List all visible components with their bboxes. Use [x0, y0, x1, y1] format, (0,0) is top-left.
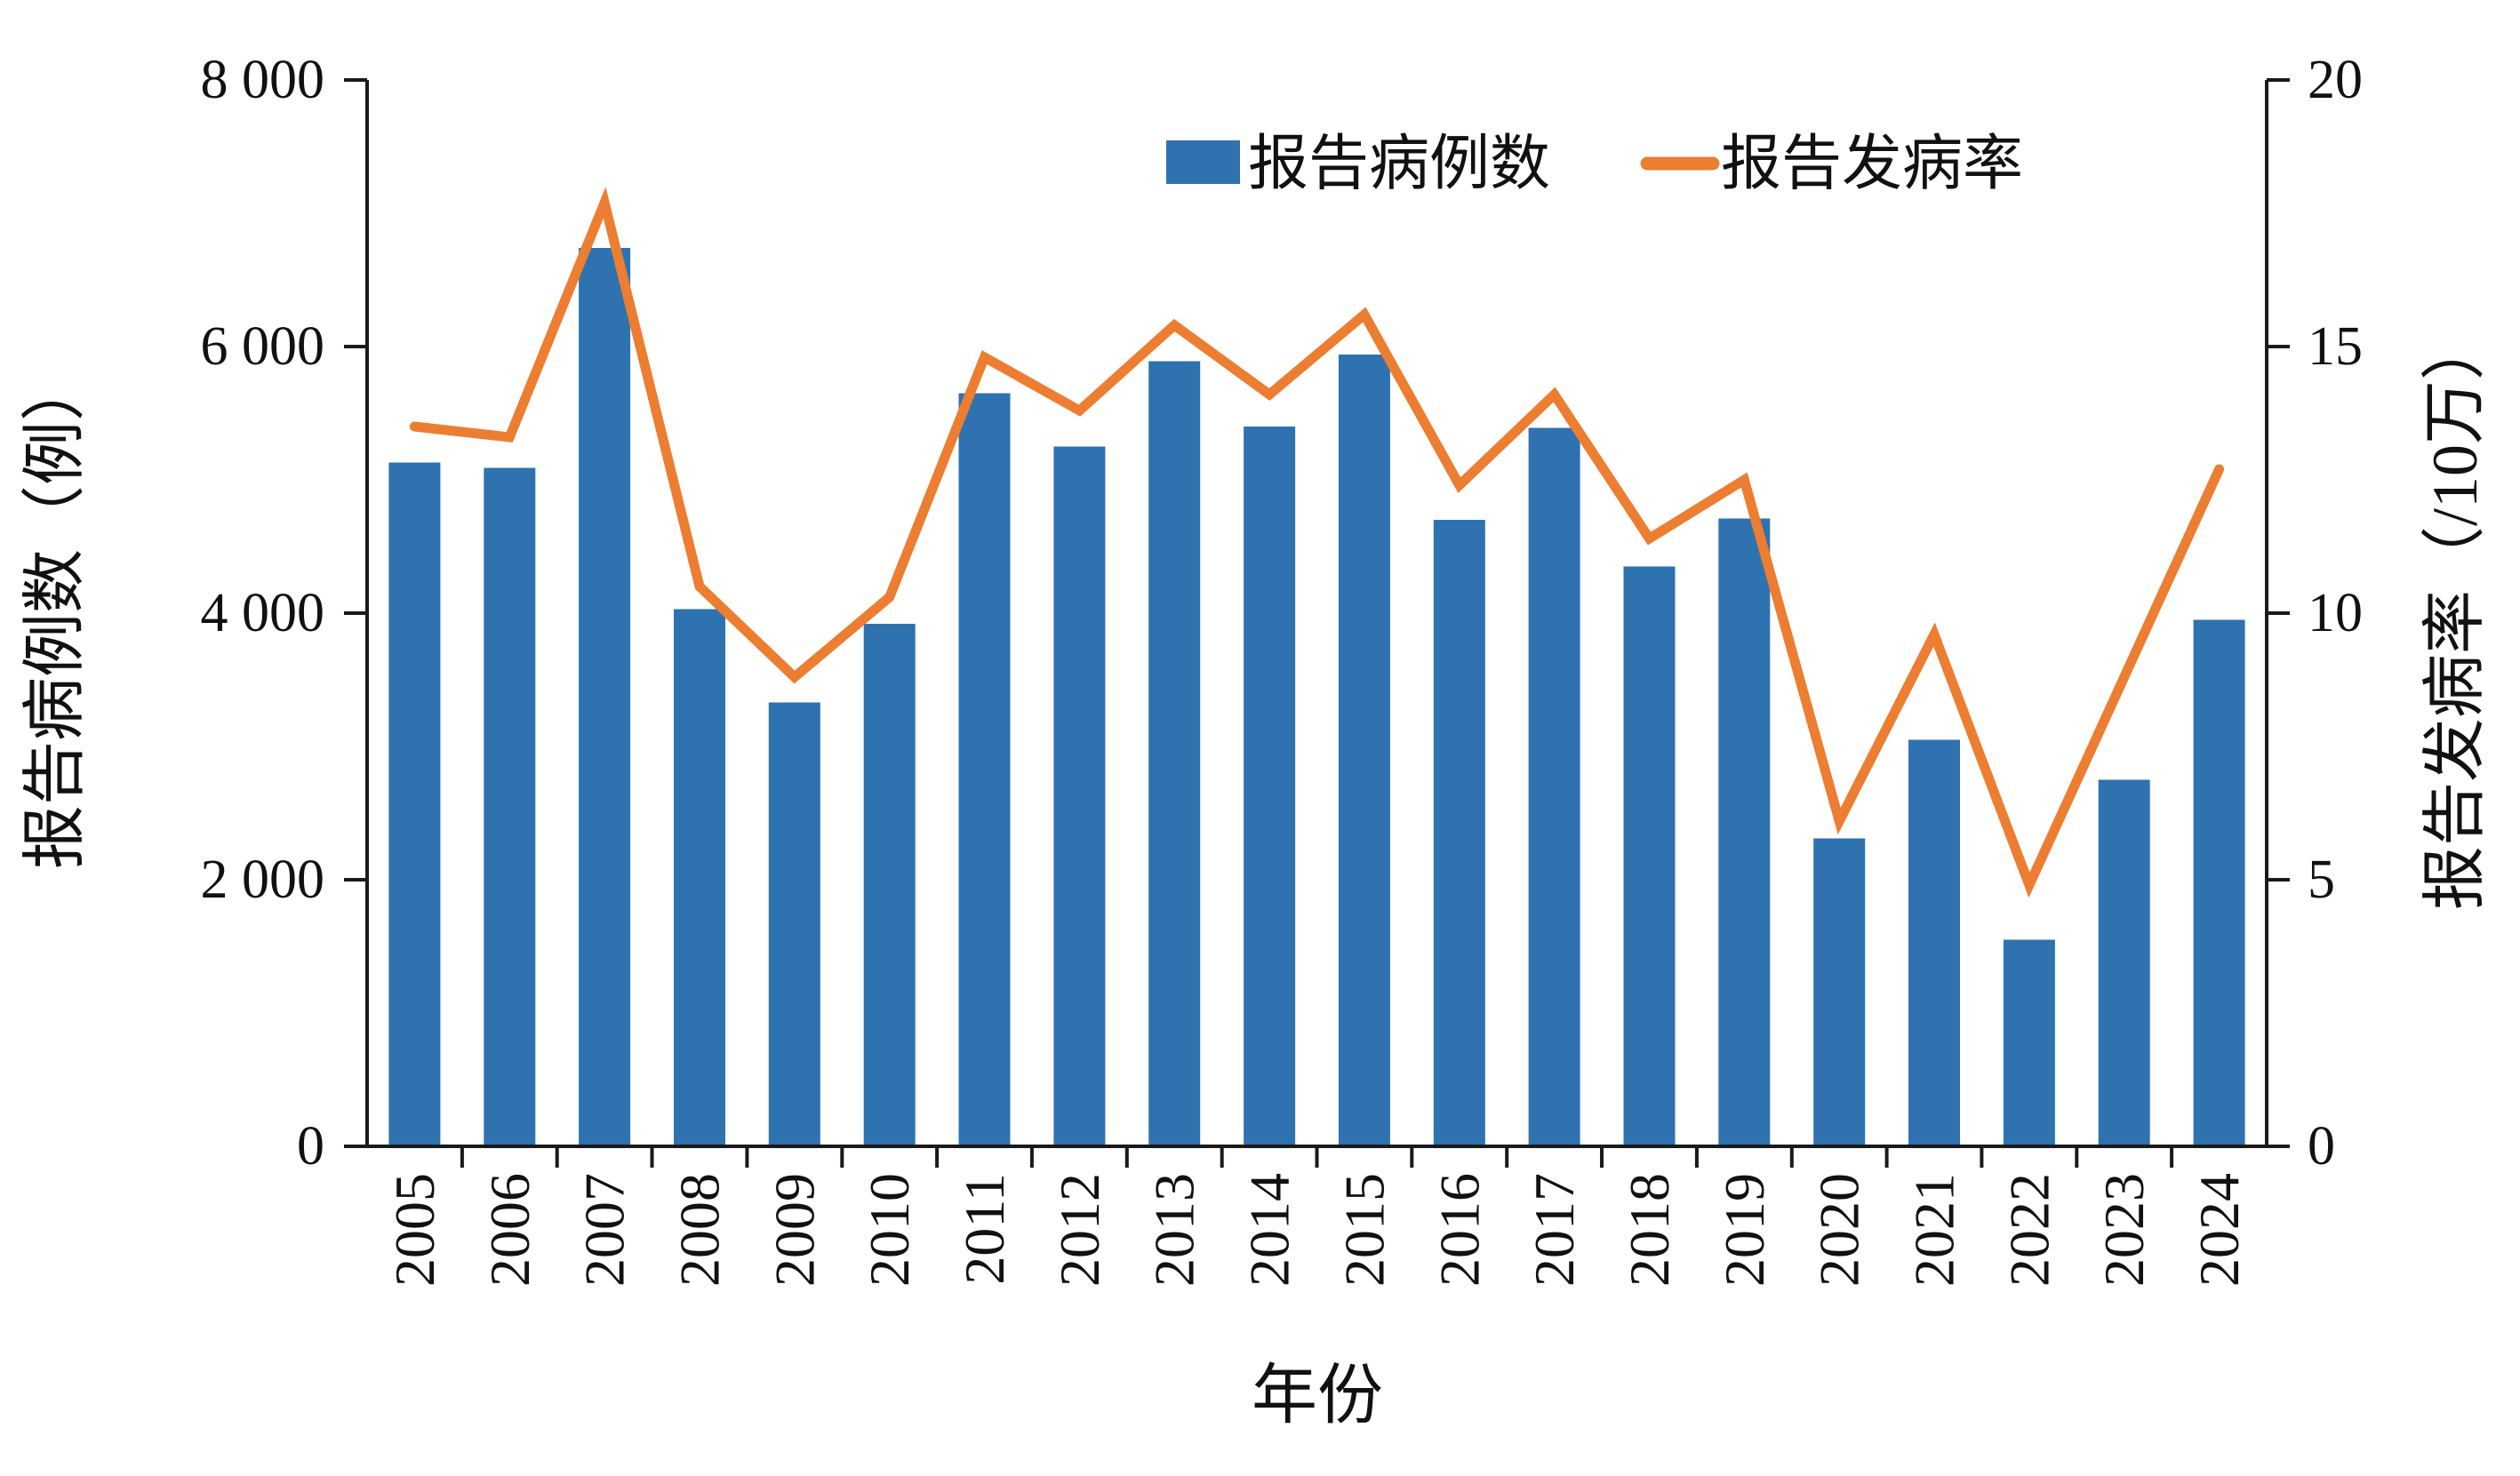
x-tick-label-2017: 2017: [1523, 1173, 1586, 1287]
bar-2005: [388, 462, 441, 1146]
x-tick-label-2021: 2021: [1903, 1173, 1966, 1287]
bar-2021: [1908, 739, 1960, 1146]
legend-label-rate: 报告发病率: [1721, 130, 2023, 197]
bar-2018: [1623, 566, 1676, 1146]
left-tick-label: 4 000: [201, 583, 325, 643]
x-tick-label-2013: 2013: [1143, 1173, 1206, 1287]
x-tick-label-2007: 2007: [573, 1173, 636, 1287]
bar-2022: [2003, 939, 2055, 1146]
legend-label-cases: 报告病例数: [1248, 130, 1550, 197]
right-tick-label: 15: [2308, 316, 2363, 377]
x-axis-title: 年份: [1252, 1360, 1383, 1432]
x-tick-label-2015: 2015: [1332, 1173, 1396, 1287]
x-tick-label-2018: 2018: [1618, 1173, 1681, 1287]
bar-2011: [958, 393, 1011, 1146]
bar-2016: [1433, 520, 1485, 1146]
left-tick-label: 6 000: [201, 316, 325, 377]
bar-2010: [863, 624, 916, 1146]
bar-2007: [579, 248, 631, 1146]
axes-frame: [365, 80, 2268, 1148]
right-tick-label: 10: [2308, 583, 2363, 643]
incidence-line: [409, 187, 2225, 898]
bar-2014: [1244, 427, 1296, 1146]
x-tick-label-2024: 2024: [2188, 1173, 2251, 1287]
bar-2008: [674, 609, 725, 1146]
left-tick-label: 8 000: [201, 50, 325, 110]
x-tick-label-2019: 2019: [1713, 1173, 1776, 1287]
x-tick-label-2008: 2008: [668, 1173, 732, 1287]
bar-2020: [1813, 838, 1866, 1146]
x-tick-label-2012: 2012: [1048, 1173, 1111, 1287]
x-tick-label-2016: 2016: [1428, 1173, 1491, 1287]
bar-2019: [1718, 518, 1771, 1146]
right-tick-label: 20: [2308, 50, 2363, 110]
x-tick-label-2010: 2010: [858, 1173, 921, 1287]
left-axis-title: 报告病例数（例）: [20, 357, 91, 869]
x-tick-label-2011: 2011: [953, 1173, 1016, 1285]
x-tick-label-2009: 2009: [763, 1173, 826, 1287]
right-axis-title: 报告发病率（/10万）: [2420, 316, 2491, 910]
left-tick-label: 0: [297, 1116, 324, 1177]
left-tick-label: 2 000: [201, 850, 325, 910]
bar-2009: [768, 702, 820, 1146]
bar-2023: [2098, 779, 2150, 1146]
bar-2006: [484, 467, 536, 1146]
x-tick-label-2006: 2006: [478, 1173, 541, 1287]
right-tick-label: 0: [2308, 1116, 2335, 1177]
x-tick-label-2014: 2014: [1238, 1173, 1301, 1287]
bar-2024: [2193, 619, 2245, 1146]
x-tick-label-2020: 2020: [1808, 1173, 1871, 1287]
right-tick-label: 5: [2308, 850, 2335, 910]
bar-2015: [1338, 355, 1390, 1146]
x-tick-label-2023: 2023: [2092, 1173, 2156, 1287]
legend-bar-swatch: [1166, 140, 1240, 184]
bar-2012: [1053, 446, 1106, 1146]
x-tick-label-2005: 2005: [383, 1173, 446, 1287]
bar-2013: [1148, 361, 1201, 1146]
x-tick-label-2022: 2022: [1997, 1173, 2060, 1287]
bar-2017: [1528, 427, 1580, 1146]
